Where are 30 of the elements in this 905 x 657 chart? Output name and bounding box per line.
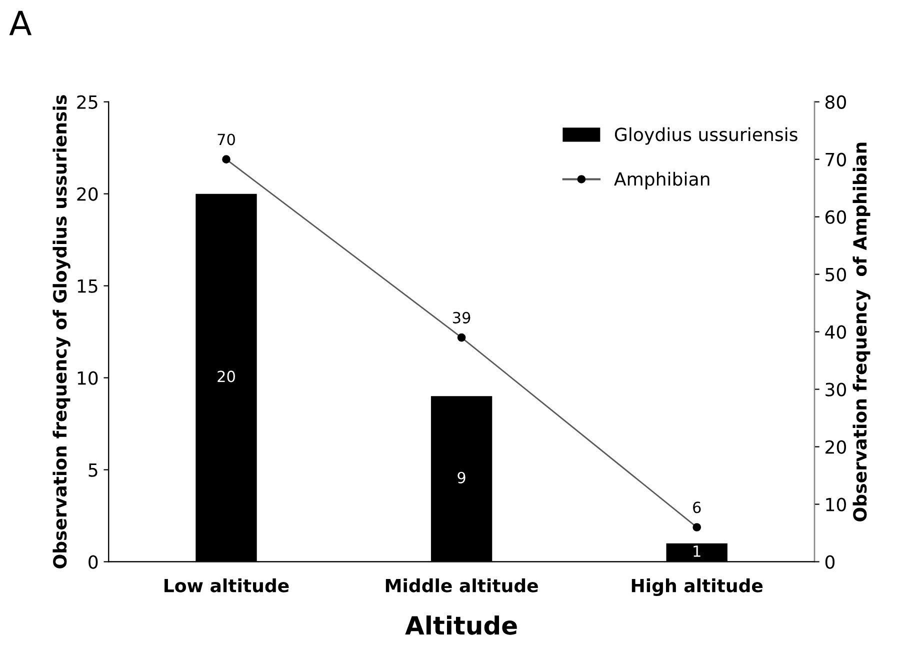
x-axis-title: Altitude <box>405 615 517 635</box>
data-label: 39 <box>452 312 470 324</box>
y-tick-label: 20 <box>77 187 98 201</box>
data-label: 20 <box>218 370 235 382</box>
y-tick-label: 10 <box>78 371 98 385</box>
data-label: 1 <box>694 546 700 557</box>
data-label: 70 <box>218 134 235 146</box>
y-tick-label: 15 <box>78 279 98 293</box>
y2-axis-title: Observation frequency of Amphibian <box>852 142 870 522</box>
y2-tick-label: 60 <box>825 210 846 224</box>
x-tick-label: High altitude <box>632 578 763 596</box>
y2-tick-label: 20 <box>826 440 846 454</box>
x-tick-label: Low altitude <box>164 578 289 592</box>
legend-label: Gloydius ussuriensis <box>614 127 798 145</box>
y-tick-label: 25 <box>77 95 98 109</box>
y2-tick-label: 70 <box>826 152 846 166</box>
text: A <box>9 10 32 36</box>
data-label: 9 <box>458 472 466 484</box>
legend-label: Amphibian <box>614 172 710 190</box>
y2-tick-label: 0 <box>825 555 835 569</box>
y-tick-label: 0 <box>88 555 98 569</box>
data-label: 6 <box>693 502 701 514</box>
y2-tick-label: 10 <box>826 498 846 512</box>
y2-tick-label: 80 <box>825 95 846 109</box>
y-axis-title: Observation frequency of Gloydius ussuriensis <box>52 95 70 568</box>
y2-tick-label: 50 <box>826 268 846 282</box>
x-tick-label: Middle altitude <box>386 578 538 592</box>
y2-tick-label: 40 <box>825 325 846 339</box>
y-tick-label: 5 <box>88 463 98 477</box>
y2-tick-label: 30 <box>826 382 846 396</box>
